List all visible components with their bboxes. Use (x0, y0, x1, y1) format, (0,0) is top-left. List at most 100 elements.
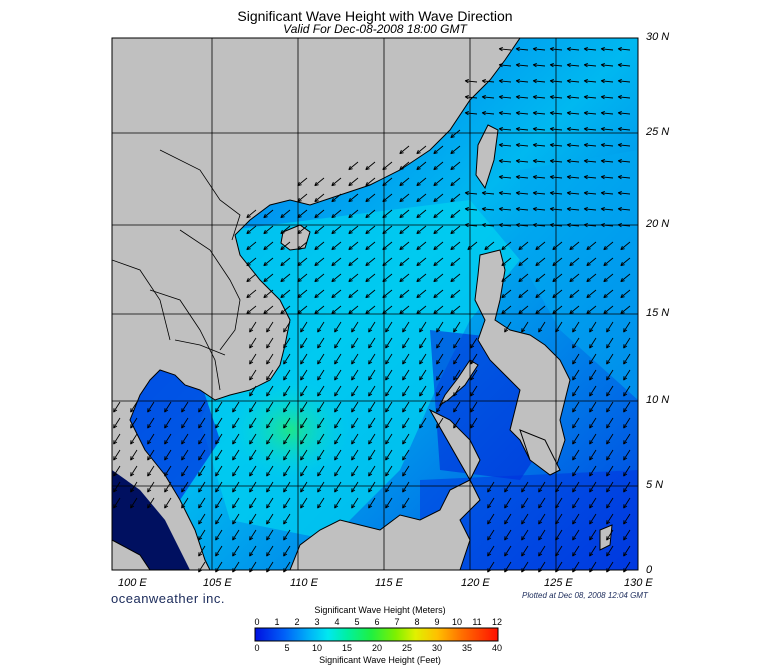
wave-arrow (518, 241, 529, 251)
wave-arrow (368, 449, 376, 461)
wave-arrow (365, 161, 376, 171)
wave-arrow (385, 465, 393, 477)
wave-arrow (521, 481, 529, 493)
wave-arrow (623, 513, 631, 525)
wave-arrow (368, 385, 376, 397)
wave-arrow (314, 305, 325, 315)
legend-tick: 2 (294, 617, 300, 627)
wave-arrow (600, 191, 614, 196)
wave-arrow (215, 497, 223, 509)
wave-arrow (164, 449, 172, 461)
wave-arrow (623, 529, 631, 541)
wave-arrow (606, 385, 614, 397)
borneo-land (289, 408, 481, 570)
plotted-timestamp: Plotted at Dec 08, 2008 12:04 GMT (522, 591, 648, 600)
wave-arrow (589, 433, 597, 445)
brand-logo-text: oceanweather inc. (111, 591, 226, 606)
wave-arrow (617, 95, 631, 100)
wave-arrow (399, 193, 410, 203)
wave-arrow (589, 465, 597, 477)
wave-arrow (436, 369, 444, 381)
wave-arrow (623, 337, 631, 349)
wave-arrow (198, 513, 206, 525)
wave-arrow (416, 257, 427, 267)
wave-arrow (249, 417, 257, 429)
wave-arrow (572, 529, 580, 541)
wave-arrow (583, 63, 597, 68)
wave-arrow (583, 175, 597, 180)
wave-arrow (283, 433, 291, 445)
lat-label-30n: 30 N (646, 31, 670, 43)
wave-arrow (164, 417, 172, 429)
wave-arrow (583, 191, 597, 196)
wave-arrow (566, 79, 580, 84)
lat-label-20n: 20 N (646, 218, 670, 230)
wave-arrow (113, 433, 121, 445)
wave-arrow (566, 207, 580, 212)
wave-arrow (586, 289, 597, 299)
wave-arrow (453, 417, 461, 429)
wave-arrow (297, 273, 308, 283)
wave-arrow (263, 273, 274, 283)
philippines-land (474, 249, 571, 471)
wave-arrow (300, 401, 308, 413)
wave-arrow (385, 401, 393, 413)
wave-arrow (382, 305, 393, 315)
wave-arrow (555, 497, 563, 509)
wave-arrow (399, 305, 410, 315)
wave-arrow (331, 289, 342, 299)
wave-arrow (433, 209, 444, 219)
wave-arrow (402, 401, 410, 413)
legend-tick: 11 (472, 617, 482, 627)
wave-arrow (317, 353, 325, 365)
wave-arrow (351, 481, 359, 493)
wave-arrow (246, 305, 257, 315)
wave-arrow (572, 385, 580, 397)
wave-arrow (334, 465, 342, 477)
wave-arrow (481, 95, 495, 100)
wave-arrow (365, 257, 376, 267)
wave-arrow (481, 223, 495, 228)
wave-arrow (589, 385, 597, 397)
wave-arrow (232, 465, 240, 477)
wave-arrow (246, 241, 257, 251)
lon-label-115e: 115 E (375, 577, 403, 589)
wave-arrow (515, 143, 529, 148)
wave-arrow (266, 417, 274, 429)
legend-tick: 9 (434, 617, 440, 627)
wave-arrow (348, 209, 359, 219)
wave-arrow (317, 433, 325, 445)
wave-arrow (504, 321, 512, 333)
wave-arrow (232, 513, 240, 525)
lat-label-10n: 10 N (646, 394, 670, 406)
wave-arrow (569, 241, 580, 251)
wave-arrow (348, 177, 359, 187)
wave-arrow (181, 417, 189, 429)
wave-arrow (600, 159, 614, 164)
wave-arrow (436, 401, 444, 413)
wave-arrow (317, 401, 325, 413)
wave-arrow (606, 449, 614, 461)
wave-arrow (549, 79, 563, 84)
wave-arrow (351, 385, 359, 397)
wave-arrow (198, 545, 206, 557)
wave-arrow (535, 289, 546, 299)
wave-arrow (300, 417, 308, 429)
wave-arrow (351, 401, 359, 413)
wave-arrow (402, 417, 410, 429)
wave-arrow (555, 513, 563, 525)
wave-arrow (249, 449, 257, 461)
wave-arrow (583, 111, 597, 116)
wave-arrow (263, 257, 274, 267)
wave-arrow (617, 47, 631, 52)
wave-arrow (351, 497, 359, 509)
wave-arrow (620, 289, 631, 299)
wave-arrow (266, 545, 274, 557)
wave-arrow (368, 497, 376, 509)
legend-tick: 5 (354, 617, 360, 627)
wave-arrow (603, 289, 614, 299)
wave-arrow (589, 449, 597, 461)
wave-arrow (603, 257, 614, 267)
wave-arrow (348, 161, 359, 171)
wave-arrow (538, 321, 546, 333)
